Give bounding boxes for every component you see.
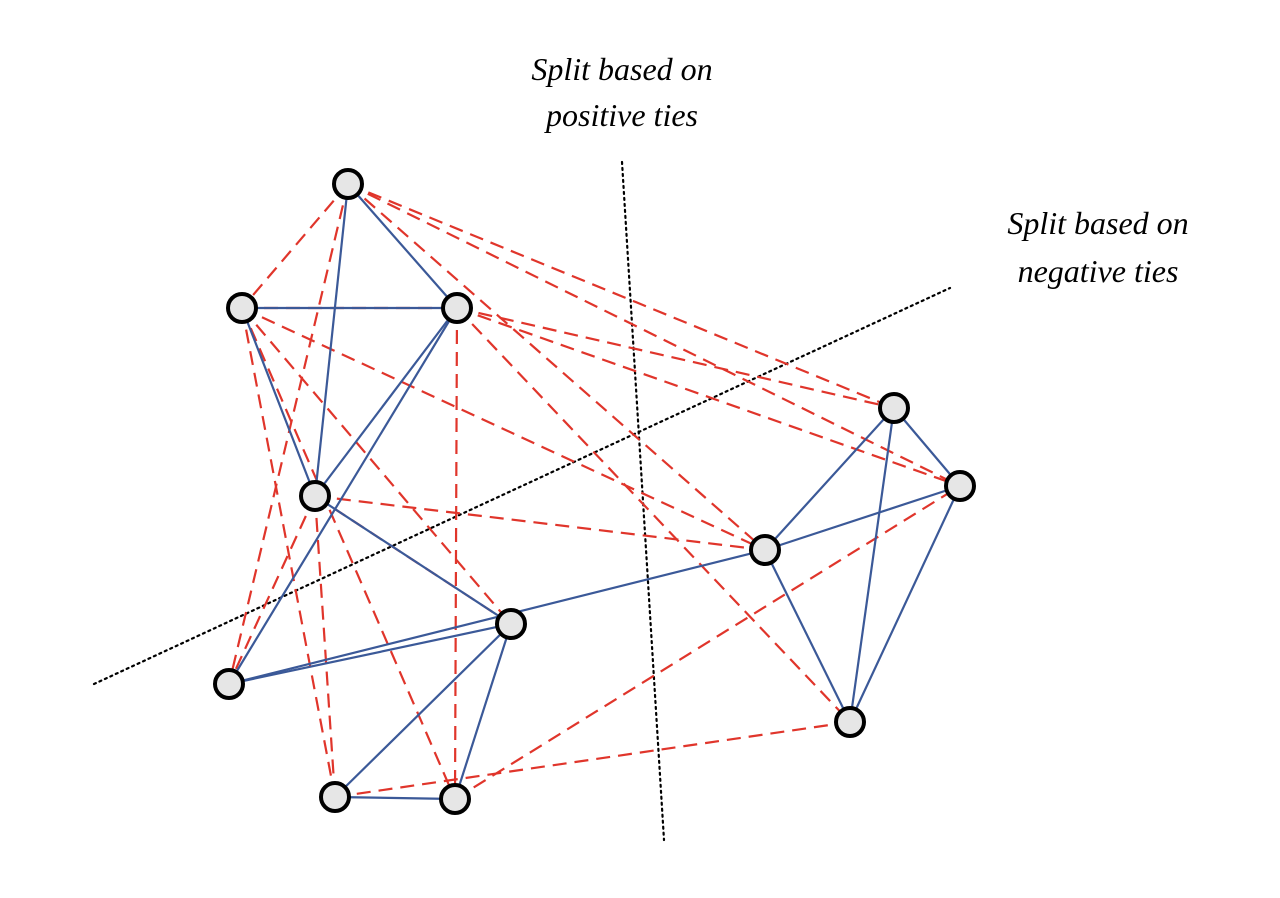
negative-tie-7-10 xyxy=(454,485,961,800)
negative-split-line xyxy=(92,286,952,686)
negative-tie-0-4 xyxy=(227,183,350,685)
negative-tie-0-9 xyxy=(347,182,895,410)
positive-split-line xyxy=(620,160,666,842)
node-3 xyxy=(299,480,331,512)
negative-tie-2-9 xyxy=(456,306,895,410)
positive-tie-2-3 xyxy=(314,307,458,497)
positive-tie-4-5 xyxy=(228,622,512,686)
negative-split-label-2: negative ties xyxy=(1018,253,1179,289)
positive-tie-8-9 xyxy=(764,407,895,551)
negative-tie-3-4 xyxy=(227,495,317,685)
node-8 xyxy=(749,534,781,566)
positive-tie-9-11 xyxy=(848,407,896,723)
positive-tie-1-3 xyxy=(240,307,317,497)
negative-split-label-line1: Split based on xyxy=(1007,205,1188,241)
positive-tie-2-4 xyxy=(228,307,458,685)
negative-tie-3-6 xyxy=(313,495,337,798)
positive-tie-10-11 xyxy=(849,485,961,723)
positive-tie-0-2 xyxy=(347,183,458,309)
negative-tie-1-7 xyxy=(240,307,457,800)
positive-tie-0-3 xyxy=(313,183,350,497)
node-4 xyxy=(213,668,245,700)
negative-tie-0-8 xyxy=(347,183,766,551)
node-11 xyxy=(834,706,866,738)
positive-tie-5-6 xyxy=(334,623,512,798)
negative-tie-3-8 xyxy=(314,494,766,552)
split-lines xyxy=(92,160,952,842)
positive-split-label: Split based on xyxy=(531,51,712,87)
positive-split-label-line2: positive ties xyxy=(544,97,698,133)
negative-ties xyxy=(227,182,961,800)
node-2 xyxy=(441,292,473,324)
nodes xyxy=(213,168,976,815)
positive-split-label-line1: Split based on xyxy=(531,51,712,87)
negative-split-label: Split based on xyxy=(1007,205,1188,241)
node-9 xyxy=(878,392,910,424)
negative-tie-6-11 xyxy=(334,720,851,799)
negative-tie-2-10 xyxy=(456,306,961,488)
positive-tie-3-5 xyxy=(314,495,512,625)
positive-split-label-2: positive ties xyxy=(544,97,698,133)
negative-tie-2-11 xyxy=(456,307,851,723)
negative-tie-1-6 xyxy=(240,307,337,798)
node-0 xyxy=(332,168,364,200)
node-6 xyxy=(319,781,351,813)
node-10 xyxy=(944,470,976,502)
negative-tie-0-10 xyxy=(347,183,961,487)
node-7 xyxy=(439,783,471,815)
negative-tie-1-5 xyxy=(241,307,512,625)
positive-tie-9-10 xyxy=(893,407,961,487)
positive-tie-8-10 xyxy=(764,484,961,552)
node-5 xyxy=(495,608,527,640)
negative-split-label-line2: negative ties xyxy=(1018,253,1179,289)
positive-tie-6-7 xyxy=(334,795,456,801)
positive-tie-5-7 xyxy=(453,623,513,800)
negative-tie-2-7 xyxy=(453,307,459,800)
negative-tie-1-8 xyxy=(241,307,766,551)
node-1 xyxy=(226,292,258,324)
positive-tie-8-11 xyxy=(764,549,851,723)
negative-tie-0-1 xyxy=(241,183,349,309)
